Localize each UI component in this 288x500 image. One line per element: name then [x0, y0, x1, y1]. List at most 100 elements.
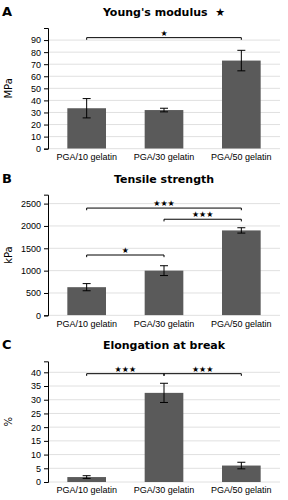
- panel-label: A: [2, 4, 12, 19]
- x-tick-label: PGA/10 gelatin: [56, 319, 117, 329]
- x-tick-label: PGA/30 gelatin: [134, 152, 195, 162]
- y-tick: 10: [31, 450, 48, 460]
- y-axis: 0 500 1000 1500 2000 2500: [21, 195, 49, 321]
- x-tick: PGA/50 gelatin: [211, 149, 272, 162]
- y-tick-label: 0: [36, 144, 41, 154]
- grid: [48, 372, 280, 482]
- x-tick-label: PGA/30 gelatin: [134, 319, 195, 329]
- y-tick: 40: [31, 368, 48, 378]
- y-tick-label: 25: [31, 409, 41, 419]
- y-axis-line: [44, 195, 49, 316]
- y-tick-mark: [44, 441, 48, 442]
- y-tick-label: 5: [36, 464, 41, 474]
- y-tick-mark: [44, 386, 48, 387]
- y-tick-label: 0: [36, 477, 41, 487]
- y-tick-label: 60: [31, 72, 41, 82]
- error-bar: [237, 462, 245, 469]
- y-tick-label: 20: [31, 423, 41, 433]
- significance-bracket: [87, 374, 164, 376]
- y-tick: 2500: [21, 199, 48, 209]
- y-tick: 50: [31, 84, 48, 94]
- bar: [222, 230, 261, 315]
- panel: 0 500 1000 1500 2000 2500 PGA/10 gelatin PGA/30…: [2, 171, 280, 329]
- y-axis: 0 10 20 30 40 50 60 70 80 90: [31, 29, 49, 155]
- significance-label: ★: [122, 246, 129, 255]
- y-axis-title: MPa: [3, 78, 14, 98]
- significance-label: ★★★: [153, 199, 175, 208]
- y-tick-label: 35: [31, 381, 41, 391]
- error-bar: [83, 284, 91, 291]
- y-tick: 10: [31, 132, 48, 142]
- significance-bracket: [164, 374, 241, 376]
- x-tick: PGA/30 gelatin: [134, 482, 195, 495]
- y-tick: 35: [31, 381, 48, 391]
- y-axis-title: %: [3, 417, 14, 427]
- annotations: ★★★ ★★★: [87, 365, 242, 376]
- y-tick-label: 90: [31, 35, 41, 45]
- x-tick: PGA/30 gelatin: [134, 149, 195, 162]
- y-tick-mark: [44, 88, 48, 89]
- y-axis: 0510152025303540: [31, 362, 49, 488]
- title: Elongation at break: [103, 339, 226, 352]
- y-tick-label: 40: [31, 96, 41, 106]
- x-tick-label: PGA/50 gelatin: [211, 485, 272, 495]
- grid: [48, 204, 280, 316]
- y-tick: 80: [31, 48, 48, 58]
- grid-line: [48, 372, 280, 373]
- significance-bracket: [87, 38, 242, 40]
- x-tick-label: PGA/50 gelatin: [211, 152, 272, 162]
- y-tick-label: 10: [31, 450, 41, 460]
- x-tick: PGA/10 gelatin: [56, 149, 117, 162]
- bar: [67, 287, 106, 315]
- y-tick-label: 50: [31, 84, 41, 94]
- error-bar: [160, 266, 168, 276]
- x-tick: PGA/50 gelatin: [211, 315, 272, 328]
- y-axis-line: [44, 29, 49, 150]
- y-tick-mark: [44, 271, 48, 272]
- error-bar: [160, 383, 168, 402]
- x-tick-label: PGA/10 gelatin: [56, 485, 117, 495]
- bar: [145, 393, 184, 482]
- plot-area: [67, 383, 260, 482]
- significance-label: ★★★: [192, 210, 214, 219]
- y-tick-mark: [44, 427, 48, 428]
- x-axis: PGA/10 gelatin PGA/30 gelatin PGA/50 gelat…: [56, 149, 271, 162]
- figure: 0102030405060708090PGA/10 gelatinPGA/30 …: [0, 0, 288, 500]
- panel: 0 10 20 30 40 50 60 70 80 90 PGA/10 gelatin PGA/30 …: [2, 4, 280, 162]
- x-tick-label: PGA/10 gelatin: [56, 152, 117, 162]
- y-tick-label: 70: [31, 60, 41, 70]
- y-axis-line: [44, 362, 49, 483]
- y-tick: 70: [31, 60, 48, 70]
- y-tick: 20: [31, 423, 48, 433]
- y-tick: 20: [31, 120, 48, 130]
- y-tick: 2000: [21, 221, 48, 231]
- significance-bracket: [164, 219, 241, 221]
- y-tick-label: 1000: [21, 266, 41, 276]
- x-tick: PGA/10 gelatin: [56, 482, 117, 495]
- y-tick-mark: [44, 100, 48, 101]
- y-tick-label: 15: [31, 436, 41, 446]
- panel: 0510152025303540PGA/10 gelatinPGA/30 gel…: [2, 337, 280, 495]
- x-tick: PGA/50 gelatin: [211, 482, 272, 495]
- error-bar: [83, 99, 91, 118]
- annotations: ★: [87, 29, 242, 40]
- y-tick-mark: [44, 400, 48, 401]
- y-tick-mark: [44, 293, 48, 294]
- significance-label: ★★★: [192, 365, 214, 374]
- error-bar: [160, 108, 168, 112]
- panel-label: C: [2, 337, 12, 352]
- y-tick-label: 500: [26, 288, 41, 298]
- y-tick-mark: [44, 76, 48, 77]
- y-tick: 0: [36, 311, 48, 321]
- y-tick-label: 30: [31, 108, 41, 118]
- significance-bracket: [87, 208, 242, 210]
- significance-bracket: [87, 255, 164, 257]
- y-tick: 15: [31, 436, 48, 446]
- title: Tensile strength: [114, 173, 214, 186]
- title: Young's modulus ★: [102, 6, 225, 19]
- x-tick-label: PGA/50 gelatin: [211, 319, 272, 329]
- y-tick-label: 1500: [21, 244, 41, 254]
- y-tick-mark: [44, 137, 48, 138]
- significance-label: ★★★: [115, 365, 137, 374]
- significance-label: ★: [160, 29, 167, 38]
